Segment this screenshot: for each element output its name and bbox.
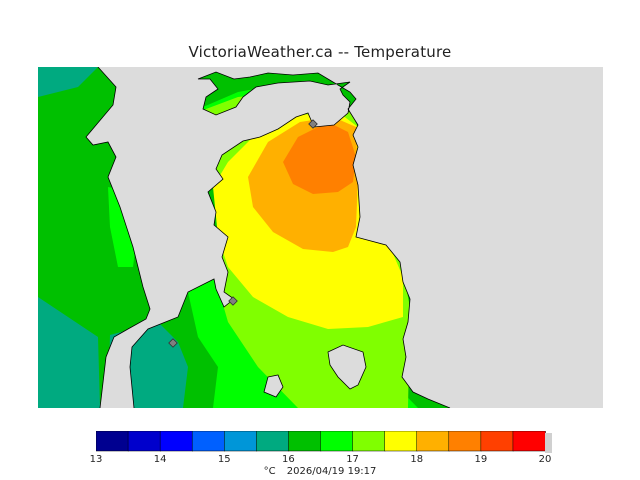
legend-swatch [384,431,418,452]
legend-tick-label: 13 [89,454,103,465]
legend-end [545,433,552,453]
legend-tick-label: 20 [538,454,552,465]
legend-swatch [127,431,161,452]
island [327,344,367,390]
legend-swatch [96,431,129,452]
station-markers [168,119,318,348]
legend-swatch [480,431,514,452]
station-marker [168,338,178,348]
footer: °C 2026/04/19 19:17 [0,466,640,477]
legend-swatch [320,431,354,452]
color-legend [96,431,552,453]
legend-swatch [352,431,386,452]
shoreline [85,67,451,408]
station-marker [308,119,318,129]
band-16 [38,67,98,97]
legend-swatch [256,431,290,452]
island [263,374,284,398]
band-19-5 [283,122,356,194]
map-title: VictoriaWeather.ca -- Temperature [188,43,452,61]
legend-tick-label: 14 [153,454,167,465]
legend-tick-label: 17 [346,454,359,465]
legend-swatch [512,431,546,452]
legend-tick-label: 18 [410,454,424,465]
legend-tick-label: 15 [217,454,231,465]
band-16 [38,297,100,408]
legend-swatch [224,431,258,452]
legend-tick-label: 16 [282,454,295,465]
legend-tick-label: 19 [474,454,488,465]
legend-ticks: 13 14 15 16 17 18 19 20 [90,454,552,468]
station-marker [228,296,238,306]
legend-swatch [448,431,482,452]
timestamp: 2026/04/19 19:17 [286,466,377,477]
temperature-map [38,67,603,408]
unit-label: °C [263,466,276,477]
legend-swatch [416,431,450,452]
coastline [263,344,367,398]
legend-swatch [288,431,322,452]
legend-swatch [159,431,193,452]
legend-swatch [191,431,226,452]
